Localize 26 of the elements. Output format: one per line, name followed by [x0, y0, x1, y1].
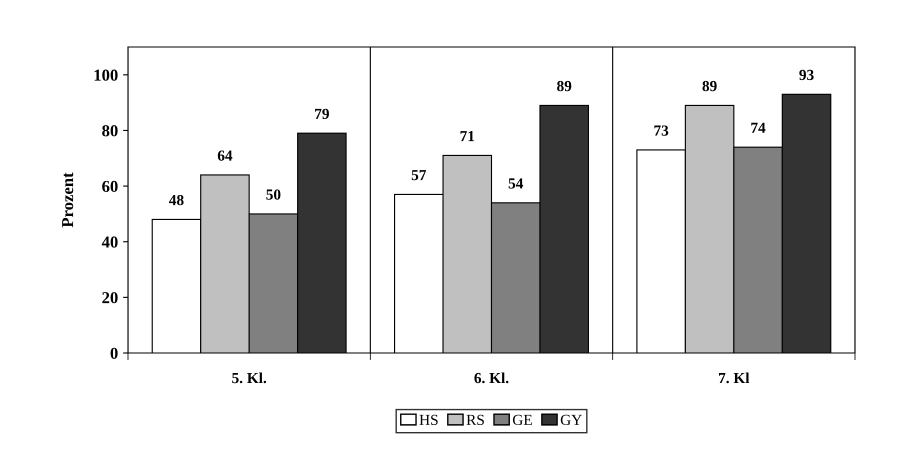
- data-label: 71: [460, 131, 474, 142]
- data-label: 74: [751, 122, 766, 133]
- x-tick-label: 6. Kl.: [474, 372, 508, 384]
- y-tick-label: 20: [102, 292, 118, 304]
- data-label: 48: [169, 194, 184, 206]
- x-tick-label: 5. Kl.: [232, 372, 266, 384]
- data-label: 50: [266, 189, 280, 200]
- data-label: 73: [654, 125, 668, 136]
- data-label: 64: [218, 150, 232, 161]
- x-tick-label: 7. Kl: [719, 372, 750, 384]
- legend-label: GY: [560, 414, 582, 426]
- y-tick-label: 100: [94, 70, 118, 81]
- y-tick-label: 40: [102, 236, 118, 248]
- y-tick-label: 0: [110, 348, 118, 359]
- data-label: 89: [557, 80, 572, 92]
- data-label: 54: [508, 178, 524, 189]
- y-axis-title: Prozent: [62, 172, 74, 228]
- data-label: 79: [315, 108, 329, 120]
- data-label: 89: [702, 80, 717, 92]
- legend-label: RS: [466, 414, 484, 426]
- data-label: 93: [799, 70, 814, 80]
- legend-label: HS: [420, 414, 438, 426]
- legend-label: GE: [512, 414, 532, 426]
- data-label: 57: [412, 170, 426, 180]
- y-tick-label: 80: [102, 125, 118, 136]
- y-tick-label: 60: [102, 180, 118, 192]
